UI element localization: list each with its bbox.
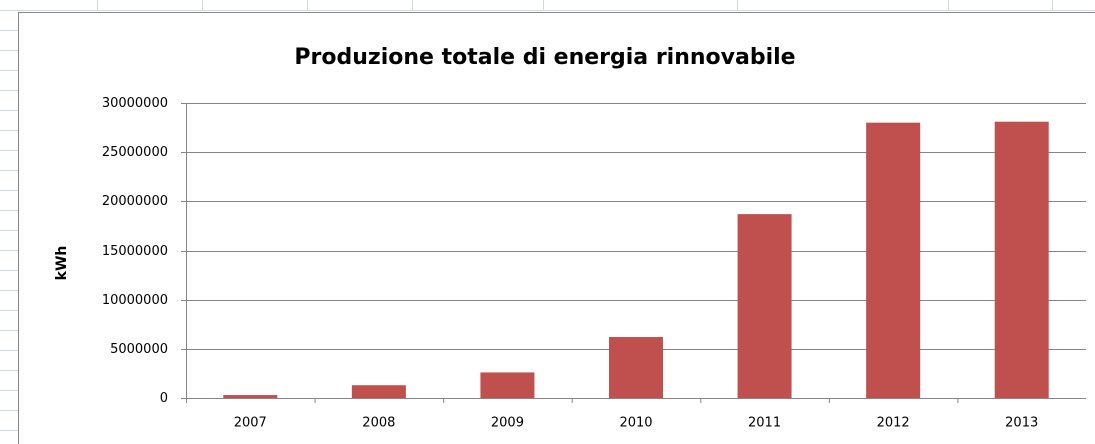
chart-area <box>18 12 1095 444</box>
bar <box>480 372 535 398</box>
x-tick-label: 2009 <box>491 416 524 431</box>
y-axis-label: kWh <box>54 246 70 281</box>
x-tick-label: 2007 <box>234 416 267 431</box>
y-tick-label: 15000000 <box>102 244 168 259</box>
x-tick-label: 2008 <box>362 416 395 431</box>
spreadsheet-grid <box>0 0 1095 431</box>
bar <box>351 385 406 398</box>
y-tick-label: 20000000 <box>102 194 168 209</box>
y-tick-label: 10000000 <box>102 293 168 308</box>
bar <box>223 395 278 398</box>
y-tick-label: 30000000 <box>102 96 168 111</box>
y-tick-label: 25000000 <box>102 145 168 160</box>
bar <box>994 121 1049 398</box>
chart-title: Produzione totale di energia rinnovabile <box>294 45 795 70</box>
y-tick-label: 0 <box>160 391 168 406</box>
x-tick-label: 2013 <box>1005 416 1038 431</box>
bar <box>866 122 921 399</box>
bar <box>609 337 663 398</box>
x-tick-label: 2012 <box>877 416 910 431</box>
x-tick-label: 2010 <box>619 416 652 431</box>
y-tick-label: 5000000 <box>110 342 168 357</box>
x-tick-label: 2011 <box>748 416 781 431</box>
bar <box>737 214 792 398</box>
